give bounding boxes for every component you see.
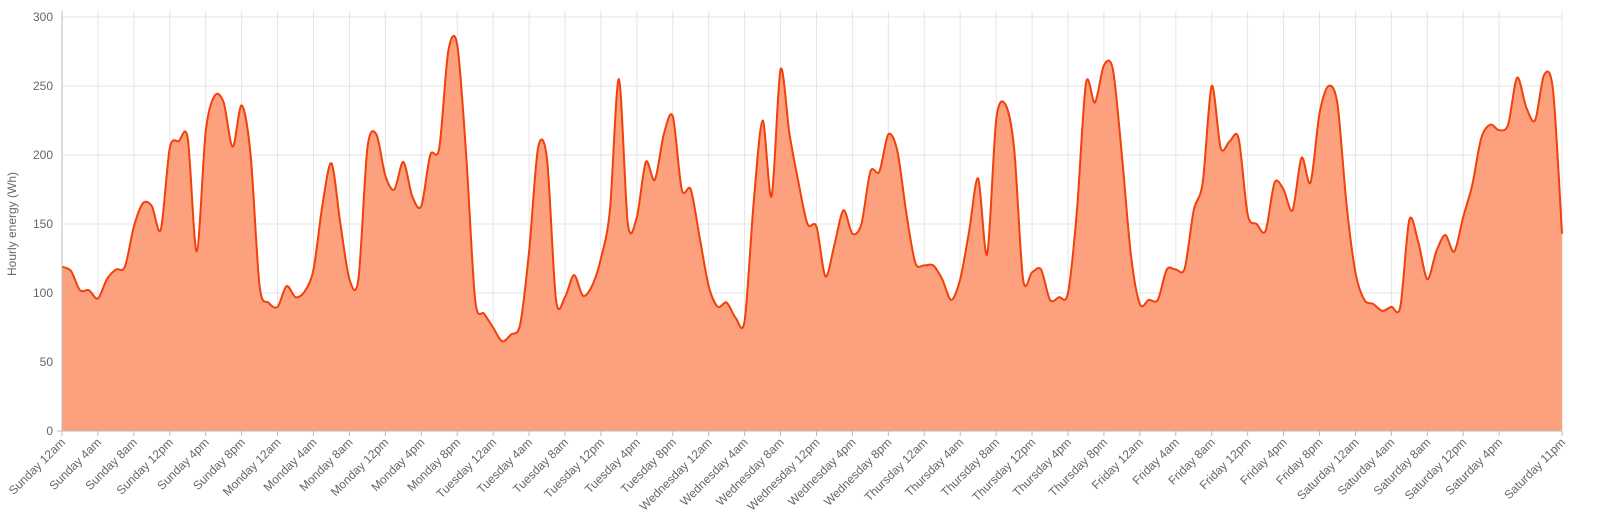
y-tick-label: 300 — [33, 10, 53, 24]
y-tick-label: 200 — [33, 148, 53, 162]
y-axis-title: Hourly energy (Wh) — [5, 172, 19, 276]
area-series — [62, 36, 1562, 431]
y-tick-label: 50 — [40, 355, 54, 369]
y-tick-label: 0 — [46, 424, 53, 438]
y-tick-label: 100 — [33, 286, 53, 300]
x-tick-label: Thursday 12am — [862, 435, 931, 504]
y-tick-label: 250 — [33, 79, 53, 93]
x-tick-label: Saturday 11pm — [1501, 435, 1568, 502]
x-tick-label: Thursday 12pm — [969, 435, 1038, 504]
y-ticks: 0 50 100 150 200 250 300 — [33, 10, 53, 438]
area-fill — [62, 36, 1562, 431]
y-tick-label: 150 — [33, 217, 53, 231]
